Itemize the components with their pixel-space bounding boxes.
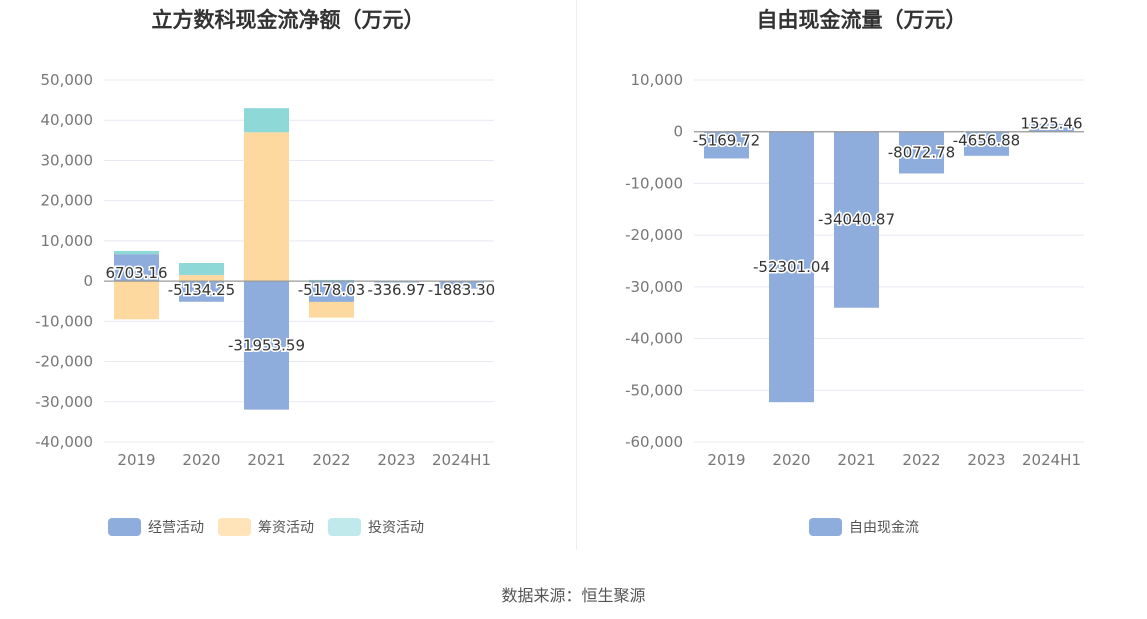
right-data-label: -34040.87 bbox=[818, 211, 895, 229]
legend-item-operating[interactable]: 经营活动 bbox=[108, 517, 204, 537]
right-x-tick-label: 2020 bbox=[772, 451, 810, 469]
left-y-tick-label: -20,000 bbox=[35, 353, 93, 371]
legend-label-free-cash-flow: 自由现金流 bbox=[849, 520, 919, 536]
right-data-label: 1525.46 bbox=[1020, 115, 1082, 133]
left-y-tick-label: -40,000 bbox=[35, 433, 93, 451]
left-x-tick-label: 2020 bbox=[182, 451, 220, 469]
left-x-tick-label: 2023 bbox=[377, 451, 415, 469]
right-data-label: -8072.78 bbox=[888, 144, 955, 162]
left-bar-series-1 bbox=[114, 281, 159, 320]
right-data-label: -52301.04 bbox=[753, 258, 830, 276]
right-y-tick-label: 0 bbox=[673, 123, 683, 141]
left-x-tick-label: 2024H1 bbox=[432, 451, 491, 469]
left-bar-series-2 bbox=[244, 108, 289, 133]
left-y-tick-label: -30,000 bbox=[35, 393, 93, 411]
right-y-tick-label: -20,000 bbox=[625, 226, 683, 244]
left-y-tick-label: 20,000 bbox=[41, 192, 94, 210]
left-bar-primary bbox=[374, 281, 419, 283]
legend-label-operating: 经营活动 bbox=[148, 520, 204, 536]
left-data-label: -336.97 bbox=[368, 281, 426, 299]
left-x-tick-label: 2022 bbox=[312, 451, 350, 469]
right-y-tick-label: -40,000 bbox=[625, 330, 683, 348]
right-bar-primary bbox=[964, 131, 1009, 156]
left-y-tick-label: 50,000 bbox=[41, 71, 94, 89]
right-y-tick-label: 10,000 bbox=[631, 71, 684, 89]
data-source-note: 数据来源：恒生聚源 bbox=[501, 586, 646, 605]
legend-swatch-investing bbox=[328, 518, 361, 536]
right-bar-primary bbox=[834, 131, 879, 308]
right-bar-primary bbox=[1029, 123, 1074, 132]
left-data-label: -5178.03 bbox=[298, 281, 365, 299]
left-y-tick-label: -10,000 bbox=[35, 312, 93, 330]
left-data-label: 6703.16 bbox=[105, 264, 167, 282]
legend-swatch-operating bbox=[108, 518, 141, 536]
left-bar-series-2 bbox=[114, 250, 159, 255]
left-bar-series-1 bbox=[179, 275, 224, 282]
legend-item-free-cash-flow[interactable]: 自由现金流 bbox=[809, 517, 919, 537]
right-x-tick-label: 2021 bbox=[837, 451, 875, 469]
legend-swatch-free-cash-flow bbox=[809, 518, 842, 536]
right-chart-legend: 自由现金流 bbox=[809, 517, 919, 537]
left-chart-legend: 经营活动 筹资活动 投资活动 bbox=[108, 517, 424, 537]
legend-item-financing[interactable]: 筹资活动 bbox=[218, 517, 314, 537]
left-data-label: -5134.25 bbox=[168, 281, 235, 299]
left-bar-series-2 bbox=[309, 279, 354, 282]
right-x-tick-label: 2022 bbox=[902, 451, 940, 469]
left-bar-series-1 bbox=[309, 301, 354, 318]
right-y-tick-label: -50,000 bbox=[625, 381, 683, 399]
right-y-tick-label: -30,000 bbox=[625, 278, 683, 296]
right-x-tick-label: 2023 bbox=[967, 451, 1005, 469]
right-bar-primary bbox=[899, 131, 944, 174]
left-x-tick-label: 2019 bbox=[117, 451, 155, 469]
left-bar-primary bbox=[439, 281, 484, 289]
right-bar-primary bbox=[704, 131, 749, 159]
left-bar-primary bbox=[179, 281, 224, 302]
left-y-tick-label: 30,000 bbox=[41, 151, 94, 169]
right-data-label: -5169.72 bbox=[693, 132, 760, 150]
chart-divider bbox=[576, 0, 577, 550]
legend-label-financing: 筹资活动 bbox=[258, 520, 314, 536]
right-x-tick-label: 2019 bbox=[707, 451, 745, 469]
left-bar-series-2 bbox=[179, 263, 224, 276]
left-data-label: -31953.59 bbox=[228, 336, 305, 354]
right-y-tick-label: -10,000 bbox=[625, 174, 683, 192]
right-bar-primary bbox=[769, 131, 814, 403]
right-chart-title: 自由现金流量（万元） bbox=[756, 8, 967, 32]
left-y-tick-label: 10,000 bbox=[41, 232, 94, 250]
left-bar-primary bbox=[114, 254, 159, 282]
legend-swatch-financing bbox=[218, 518, 251, 536]
left-bar-series-1 bbox=[244, 132, 289, 282]
right-data-label: -4656.88 bbox=[953, 132, 1020, 150]
left-bar-primary bbox=[244, 281, 289, 410]
legend-item-investing[interactable]: 投资活动 bbox=[328, 517, 424, 537]
left-bar-primary bbox=[309, 281, 354, 302]
right-y-tick-label: -60,000 bbox=[625, 433, 683, 451]
left-y-tick-label: 0 bbox=[83, 272, 93, 290]
left-y-tick-label: 40,000 bbox=[41, 111, 94, 129]
legend-label-investing: 投资活动 bbox=[368, 520, 424, 536]
left-data-label: -1883.30 bbox=[428, 281, 495, 299]
left-chart-title: 立方数科现金流净额（万元） bbox=[151, 8, 425, 32]
right-x-tick-label: 2024H1 bbox=[1022, 451, 1081, 469]
left-x-tick-label: 2021 bbox=[247, 451, 285, 469]
